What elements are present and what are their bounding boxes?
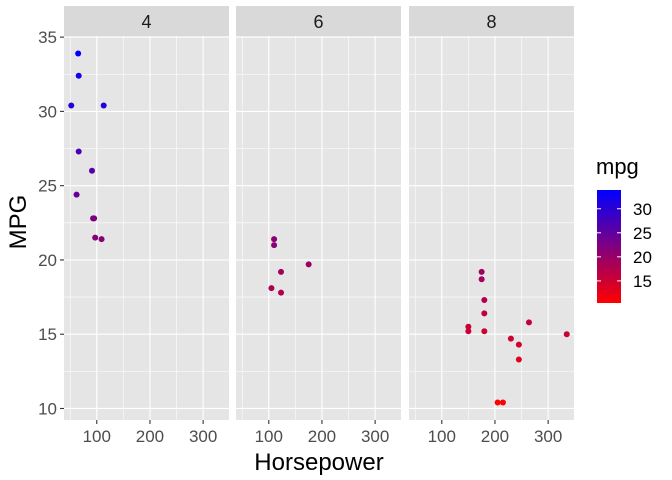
data-point (563, 331, 570, 338)
data-point (278, 268, 285, 275)
data-point (507, 335, 514, 342)
facet-strip (409, 6, 574, 36)
data-point (88, 167, 95, 174)
legend-tick-label: 20 (633, 248, 652, 267)
facet-panels: 4 6 8 (64, 6, 574, 420)
y-tick-label: 15 (38, 325, 57, 344)
data-point (271, 242, 278, 249)
data-point (75, 72, 82, 79)
x-tick-label: 300 (534, 427, 562, 446)
data-point (100, 102, 107, 109)
data-point (465, 323, 472, 330)
y-tick-label: 30 (38, 102, 57, 121)
data-point (68, 102, 75, 109)
legend-tick-label: 30 (633, 200, 652, 219)
x-tick-label: 200 (481, 427, 509, 446)
data-point (305, 261, 312, 268)
legend-colorbar (597, 190, 621, 303)
data-point (92, 234, 99, 241)
x-axis-title: Horsepower (254, 449, 383, 476)
y-tick-label: 35 (38, 28, 57, 47)
y-tick-label: 20 (38, 251, 57, 270)
data-point (481, 328, 488, 335)
facet-strip-label: 8 (486, 12, 496, 32)
data-point (515, 341, 522, 348)
data-point (75, 148, 82, 155)
y-tick-label: 10 (38, 399, 57, 418)
panel-background (409, 36, 574, 420)
facet-panel-4: 4 (64, 6, 229, 420)
legend-title: mpg (596, 154, 639, 179)
data-point (271, 236, 278, 243)
data-point (98, 236, 105, 243)
legend: mpg 15 20 25 30 (596, 154, 652, 303)
data-point (268, 285, 275, 292)
legend-tick-label: 25 (633, 224, 652, 243)
y-axis: 10 15 20 25 30 35 (38, 28, 64, 418)
facet-panel-6: 6 (236, 6, 401, 420)
legend-ticks: 15 20 25 30 (597, 200, 652, 291)
data-point (465, 328, 472, 335)
data-point (478, 276, 485, 283)
data-point (91, 215, 98, 222)
data-point (515, 356, 522, 363)
panel-background (236, 36, 401, 420)
facet-strip-label: 6 (313, 12, 323, 32)
y-tick-label: 25 (38, 177, 57, 196)
data-point (278, 289, 285, 296)
panel-background (64, 36, 229, 420)
x-tick-label: 100 (428, 427, 456, 446)
x-tick-label: 300 (361, 427, 389, 446)
data-point (481, 297, 488, 304)
x-tick-label: 100 (83, 427, 111, 446)
legend-tick-label: 15 (633, 272, 652, 291)
data-point (499, 399, 506, 406)
x-axis: 100 200 300 100 200 300 100 200 300 (83, 420, 562, 446)
data-point (525, 319, 532, 326)
facet-panel-8: 8 (409, 6, 574, 420)
x-tick-label: 200 (136, 427, 164, 446)
data-point (73, 191, 80, 198)
data-point (494, 399, 501, 406)
y-axis-title: MPG (5, 195, 32, 250)
data-point (481, 310, 488, 317)
facet-strip-label: 4 (141, 12, 151, 32)
data-point (75, 50, 82, 57)
facet-strip (64, 6, 229, 36)
x-tick-label: 200 (308, 427, 336, 446)
data-point (478, 268, 485, 275)
x-tick-label: 100 (255, 427, 283, 446)
facet-strip (236, 6, 401, 36)
x-tick-label: 300 (189, 427, 217, 446)
